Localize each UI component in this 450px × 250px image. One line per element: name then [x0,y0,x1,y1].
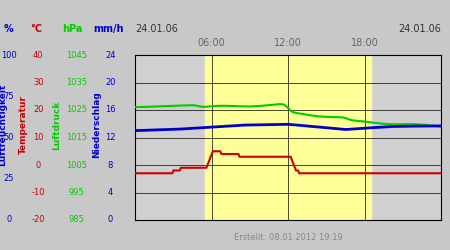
Text: 12: 12 [105,133,116,142]
Text: Luftdruck: Luftdruck [52,100,61,150]
Text: -10: -10 [32,188,45,197]
Text: 0: 0 [108,216,113,224]
Text: 50: 50 [4,133,14,142]
Text: 06:00: 06:00 [198,38,225,48]
Text: 1025: 1025 [66,106,87,114]
Text: 10: 10 [33,133,44,142]
Text: 24: 24 [105,50,116,59]
Text: 0: 0 [36,160,41,170]
Text: 4: 4 [108,188,113,197]
Text: Temperatur: Temperatur [19,96,28,154]
Bar [205,55,371,220]
Text: Luftfeuchtigkeit: Luftfeuchtigkeit [0,84,7,166]
Text: 0: 0 [6,216,12,224]
Text: °C: °C [30,24,42,34]
Text: 12:00: 12:00 [274,38,302,48]
Text: 24.01.06: 24.01.06 [135,24,178,34]
Text: 30: 30 [33,78,44,87]
Text: 40: 40 [33,50,44,59]
Text: 24.01.06: 24.01.06 [398,24,441,34]
Text: 18:00: 18:00 [351,38,378,48]
Text: 1005: 1005 [66,160,87,170]
Text: %: % [4,24,14,34]
Text: 1045: 1045 [66,50,87,59]
Text: 100: 100 [1,50,17,59]
Text: -20: -20 [32,216,45,224]
Text: 25: 25 [4,174,14,183]
Text: hPa: hPa [62,24,82,34]
Text: 1035: 1035 [66,78,87,87]
Text: 20: 20 [105,78,116,87]
Text: 75: 75 [4,92,14,101]
Text: 985: 985 [68,216,85,224]
Text: Erstellt: 08.01.2012 19:19: Erstellt: 08.01.2012 19:19 [234,233,342,242]
Text: 8: 8 [108,160,113,170]
Text: mm/h: mm/h [93,24,123,34]
Text: 20: 20 [33,106,44,114]
Text: 1015: 1015 [66,133,87,142]
Text: 995: 995 [68,188,85,197]
Text: 16: 16 [105,106,116,114]
Text: Niederschlag: Niederschlag [92,92,101,158]
